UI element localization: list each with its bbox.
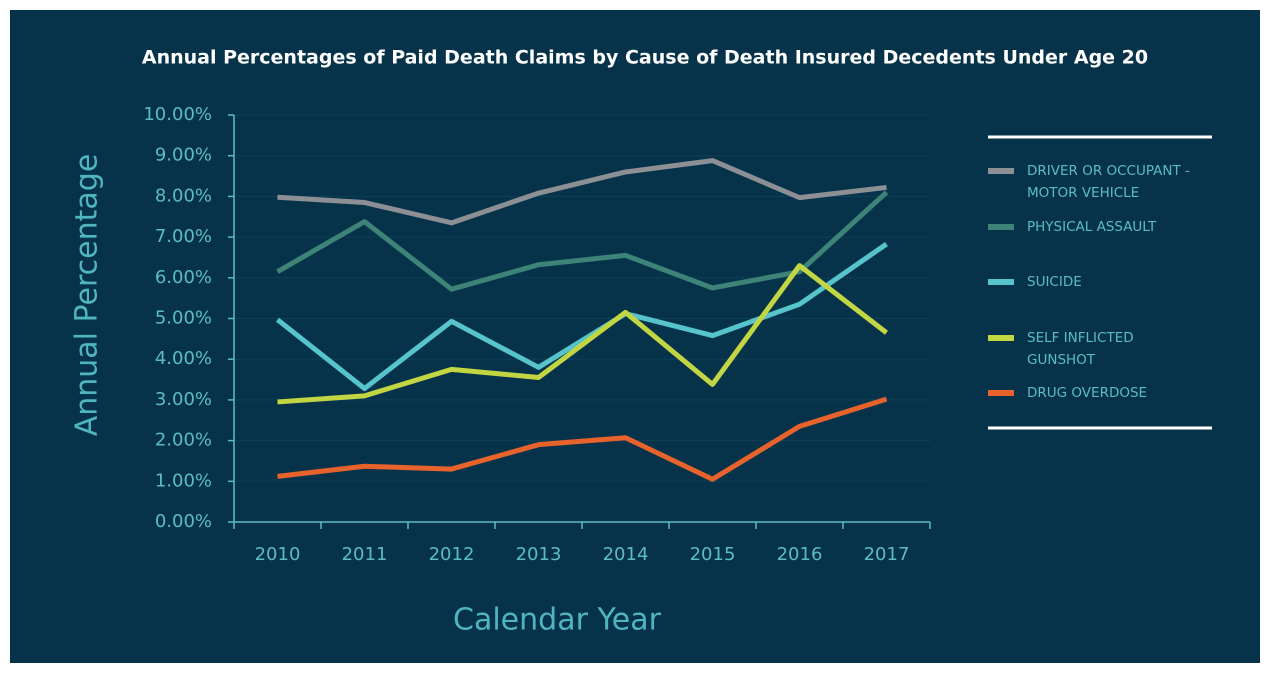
y-tick-label: 1.00% xyxy=(155,470,212,491)
x-tick-label: 2016 xyxy=(777,544,823,565)
x-tick-label: 2011 xyxy=(342,544,388,565)
y-tick-label: 8.00% xyxy=(155,185,212,206)
series-line xyxy=(276,190,889,292)
x-tick-label: 2012 xyxy=(429,544,475,565)
y-tick-label: 0.00% xyxy=(155,511,212,532)
y-tick-label: 6.00% xyxy=(155,267,212,288)
x-tick-label: 2017 xyxy=(864,544,910,565)
series-line xyxy=(277,396,888,482)
chart-title: Annual Percentages of Paid Death Claims … xyxy=(142,47,1148,69)
series-line xyxy=(275,241,888,392)
y-tick-label: 9.00% xyxy=(155,145,212,166)
legend-label: SUICIDE xyxy=(1027,274,1082,290)
y-tick-label: 2.00% xyxy=(155,430,212,451)
x-tick-label: 2014 xyxy=(603,544,649,565)
series-line xyxy=(277,263,889,405)
y-tick-label: 5.00% xyxy=(155,308,212,329)
legend-label: PHYSICAL ASSAULT xyxy=(1027,219,1157,235)
y-tick-label: 4.00% xyxy=(155,348,212,369)
x-tick-label: 2015 xyxy=(690,544,736,565)
y-tick-label: 7.00% xyxy=(155,226,212,247)
y-tick-label: 10.00% xyxy=(143,104,212,125)
panel xyxy=(10,10,1260,663)
series-line xyxy=(277,158,887,226)
legend-label: SELF INFLICTED GUNSHOT xyxy=(1027,330,1134,368)
y-tick-label: 3.00% xyxy=(155,389,212,410)
legend-label: DRIVER OR OCCUPANT - MOTOR VEHICLE xyxy=(1027,163,1190,201)
legend-label: DRUG OVERDOSE xyxy=(1027,385,1148,401)
y-axis-label: Annual Percentage xyxy=(70,154,105,437)
x-tick-label: 2010 xyxy=(255,544,301,565)
x-tick-label: 2013 xyxy=(516,544,562,565)
x-axis-label: Calendar Year xyxy=(453,603,662,638)
